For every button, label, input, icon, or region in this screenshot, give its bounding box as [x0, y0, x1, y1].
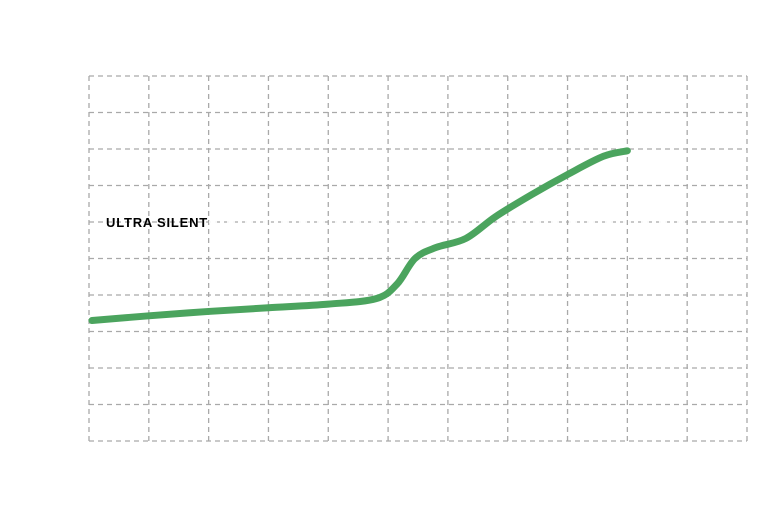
- ultra-silent-label: ULTRA SILENT: [106, 215, 208, 230]
- series-line: [88, 147, 631, 325]
- grid: [88, 75, 748, 442]
